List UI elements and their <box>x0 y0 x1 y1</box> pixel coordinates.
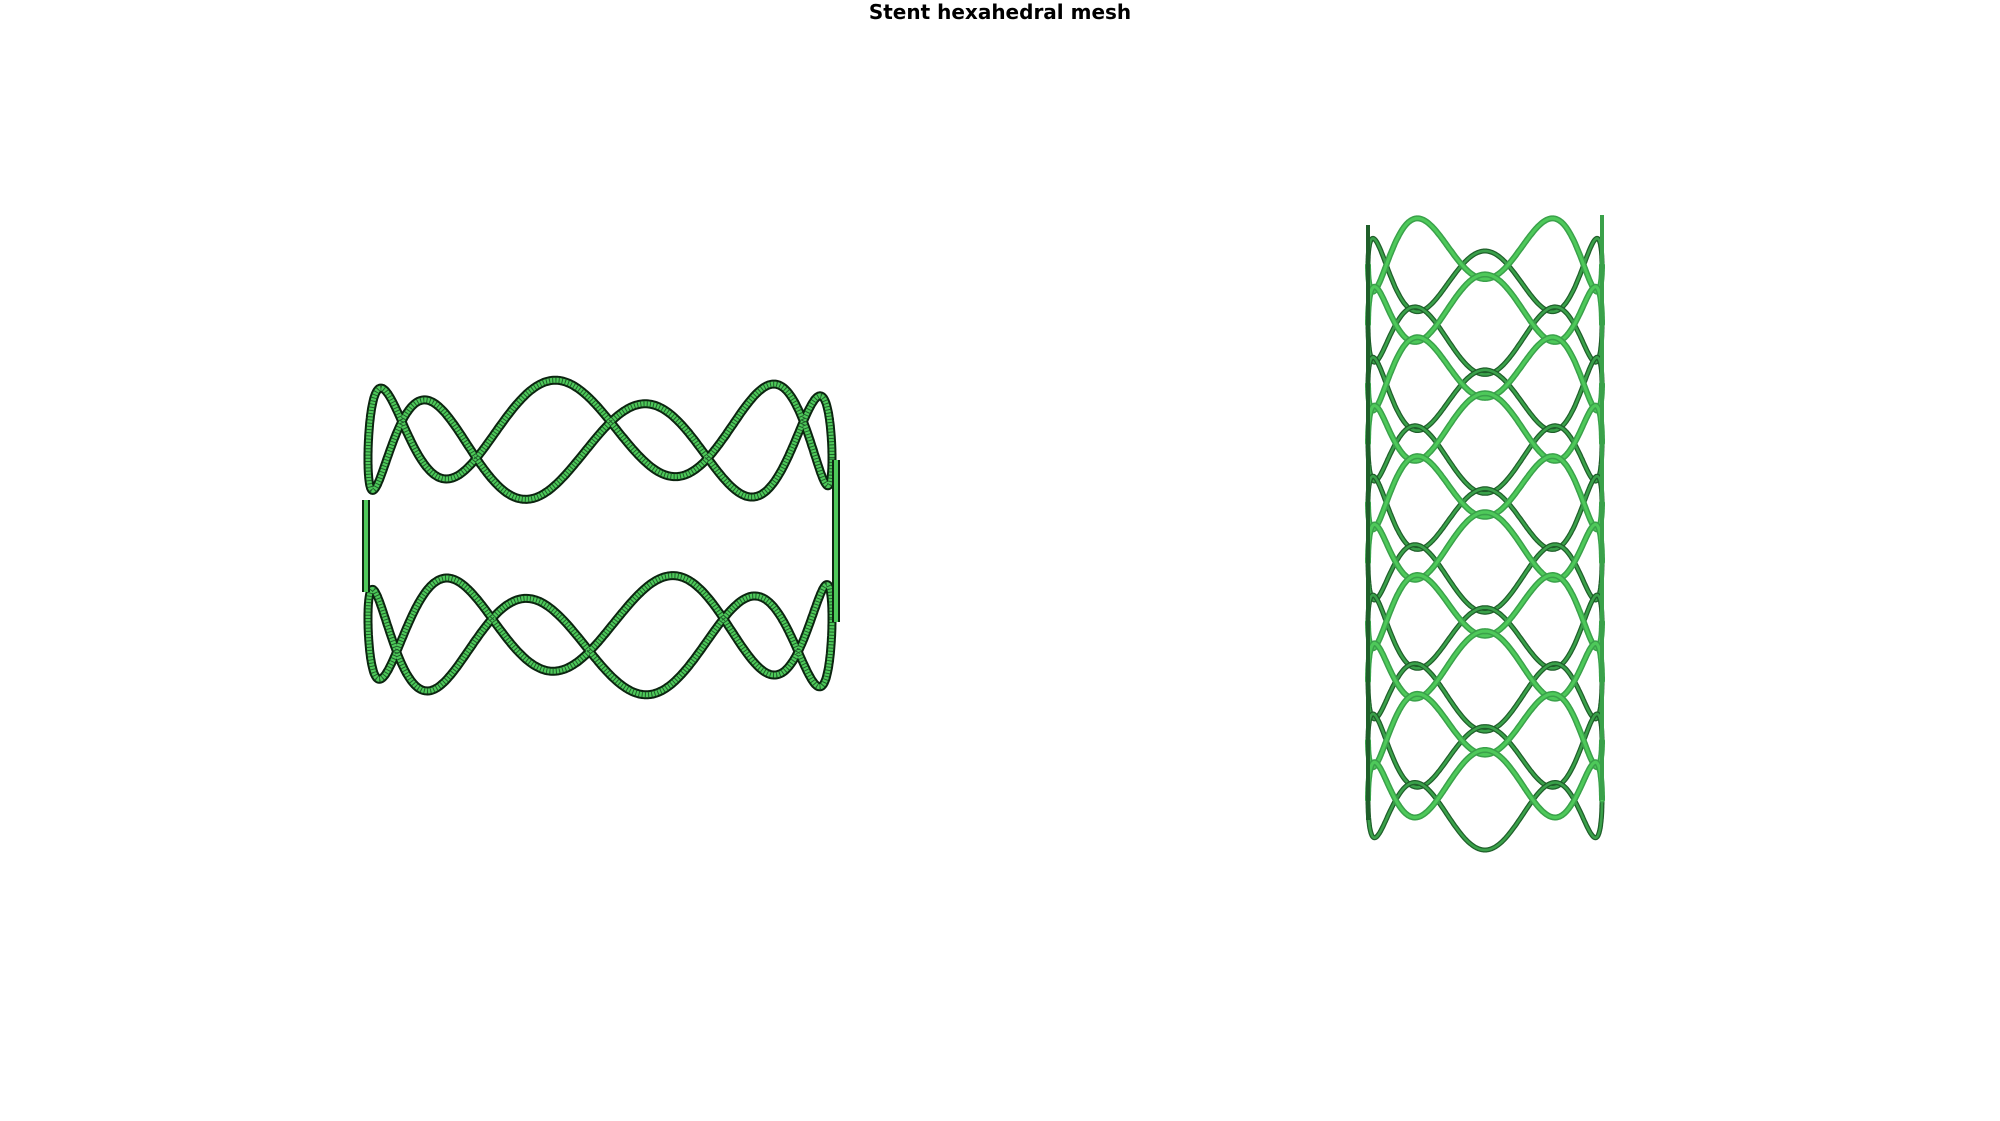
ring-mesh-lines-2 <box>365 573 835 698</box>
ring-outline-2 <box>363 571 837 700</box>
cylinder-ring-front-fill-9 <box>1366 692 1604 769</box>
cylinder-ring-front-fill-4 <box>1366 391 1604 463</box>
cylinder-ring-back-fill-1 <box>1366 237 1604 313</box>
stent-full-cylinder <box>1365 215 1605 853</box>
cylinder-ring-front-fill-2 <box>1366 272 1604 344</box>
cylinder-ring-back-fill-3 <box>1366 356 1604 432</box>
cylinder-ring-front-fill-1 <box>1366 216 1604 294</box>
cylinder-ring-back-10 <box>1365 780 1605 853</box>
figure-title: Stent hexahedral mesh <box>868 0 1132 24</box>
cylinder-ring-front-10 <box>1365 747 1605 821</box>
ring-mesh-lines-1 <box>365 377 835 502</box>
ring-outline-1 <box>363 375 837 504</box>
cylinder-ring-back-fill-10 <box>1366 781 1604 852</box>
cylinder-ring-front-fill-10 <box>1366 748 1604 819</box>
stent-ring-segment <box>362 375 840 700</box>
cylinder-ring-back-fill-5 <box>1366 474 1604 551</box>
cylinder-ring-back-fill-2 <box>1366 305 1604 376</box>
cylinder-ring-back-8 <box>1365 661 1605 734</box>
cylinder-ring-front-fill-6 <box>1366 510 1604 582</box>
cylinder-ring-front-fill-3 <box>1366 335 1604 412</box>
cylinder-ring-back-fill-8 <box>1366 662 1604 733</box>
cylinder-ring-front-4 <box>1365 390 1605 464</box>
cylinder-ring-front-fill-8 <box>1366 629 1604 701</box>
cylinder-ring-back-2 <box>1365 304 1605 377</box>
cylinder-ring-back-6 <box>1365 542 1605 615</box>
cylinder-ring-front-2 <box>1365 271 1605 345</box>
cylinder-ring-back-4 <box>1365 423 1605 496</box>
cylinder-ring-front-fill-5 <box>1366 454 1604 531</box>
cylinder-ring-front-fill-7 <box>1366 573 1604 650</box>
cylinder-ring-front-6 <box>1365 509 1605 583</box>
cylinder-ring-back-fill-6 <box>1366 543 1604 614</box>
cylinder-ring-back-fill-9 <box>1366 712 1604 789</box>
cylinder-ring-back-fill-7 <box>1366 593 1604 670</box>
cylinder-ring-back-fill-4 <box>1366 424 1604 495</box>
cylinder-ring-front-8 <box>1365 628 1605 702</box>
